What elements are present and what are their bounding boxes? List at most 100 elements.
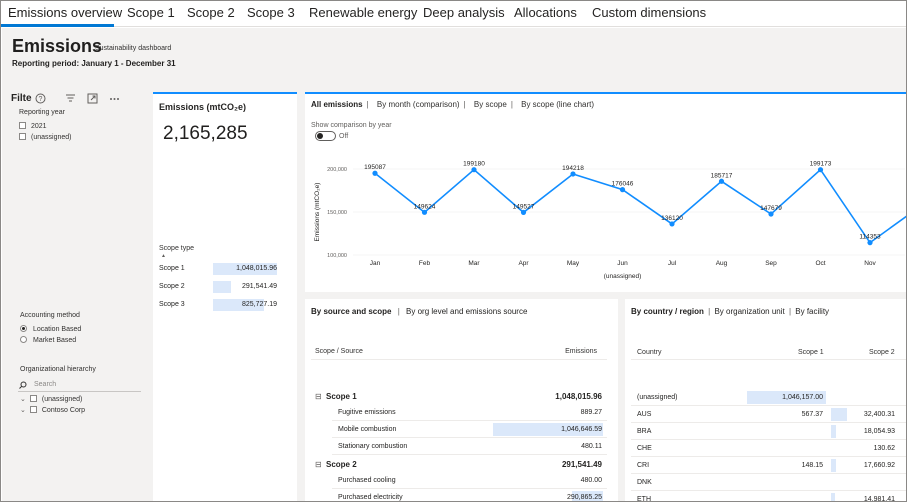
data-label: 195087 <box>364 164 386 171</box>
data-point[interactable] <box>421 209 428 215</box>
expand-icon[interactable] <box>87 93 98 106</box>
tab-emissions-overview[interactable]: Emissions overview <box>8 5 123 20</box>
checkbox[interactable] <box>29 395 37 402</box>
data-point[interactable] <box>570 171 576 177</box>
tab-by-facility[interactable]: By facility <box>795 307 830 316</box>
tab-by-country[interactable]: By country / region <box>631 307 704 316</box>
data-point[interactable] <box>372 170 378 176</box>
table-row[interactable]: BRA 18,054.93 <box>631 424 906 440</box>
tab-scope-2[interactable]: Scope 2 <box>187 5 235 20</box>
data-point[interactable] <box>817 167 824 173</box>
scope-bar <box>213 281 231 293</box>
tab-by-source-scope[interactable]: By source and scope <box>311 307 392 316</box>
table-row[interactable]: Mobile combustion 1,046,646.59 <box>311 422 607 438</box>
col-country[interactable]: Country <box>637 349 662 356</box>
checkbox[interactable] <box>29 406 37 413</box>
scope-row[interactable]: Scope 2 291,541.49 <box>159 281 277 293</box>
table-row[interactable]: DNK <box>631 475 906 491</box>
data-point[interactable] <box>718 178 725 184</box>
help-icon[interactable]: ? <box>35 93 46 106</box>
table-row[interactable]: Fugitive emissions 889.27 <box>311 405 607 421</box>
tab-custom-dimensions[interactable]: Custom dimensions <box>592 5 707 20</box>
col-scope-2[interactable]: Scope 2 <box>869 349 895 356</box>
accounting-option-location[interactable]: Location Based <box>20 325 81 333</box>
data-point[interactable] <box>520 209 527 216</box>
col-scope-1[interactable]: Scope 1 <box>798 349 824 356</box>
data-label: 194218 <box>562 165 584 172</box>
more-options-icon[interactable] <box>109 93 120 106</box>
page-subtitle: Sustainability dashboard <box>95 45 172 52</box>
tab-all-emissions[interactable]: All emissions <box>311 100 363 109</box>
scope1-cell: 567.37 <box>801 411 823 418</box>
checkbox[interactable] <box>19 122 26 129</box>
year-option-unassigned[interactable]: (unassigned) <box>19 133 71 141</box>
accounting-option-market[interactable]: Market Based <box>20 336 76 344</box>
scope-bar <box>213 263 277 275</box>
scope2-cell: 17,660.92 <box>863 462 895 469</box>
table-row[interactable]: CHE 130.62 <box>631 441 906 457</box>
scope-value: 1,048,015.96 <box>236 265 277 272</box>
filter-icon[interactable] <box>65 93 76 106</box>
scope-row[interactable]: Scope 1 1,048,015.96 <box>159 263 277 275</box>
tab-by-org-unit[interactable]: By organization unit <box>714 307 785 316</box>
tab-by-month[interactable]: By month (comparison) <box>376 100 460 109</box>
toggle-state: Off <box>339 133 349 140</box>
data-point[interactable] <box>471 167 477 173</box>
data-label: 149624 <box>414 203 436 210</box>
row-divider <box>631 490 906 491</box>
table-row[interactable]: AUS 567.37 32,400.31 <box>631 407 906 423</box>
col-emissions[interactable]: Emissions <box>565 348 597 355</box>
active-tab-indicator <box>1 24 114 27</box>
tab-by-scope-line[interactable]: By scope (line chart) <box>521 100 595 109</box>
table-row[interactable]: Purchased electricity 290,865.25 <box>311 490 607 501</box>
tab-scope-3[interactable]: Scope 3 <box>247 5 295 20</box>
svg-text:?: ? <box>39 96 43 103</box>
table-row[interactable]: ETH 14,981.41 <box>631 492 906 501</box>
chevron-down-icon[interactable]: ⌄ <box>20 407 26 414</box>
comparison-toggle[interactable] <box>315 131 336 141</box>
search-icon <box>19 381 27 389</box>
radio[interactable] <box>20 336 27 343</box>
country-cell: AUS <box>637 411 652 418</box>
x-tick-label: Jan <box>370 260 381 267</box>
accounting-method-label: Accounting method <box>20 312 80 319</box>
emissions-value: 480.00 <box>580 477 602 484</box>
sort-icon[interactable]: ▲ <box>161 253 166 259</box>
table-row[interactable]: Purchased cooling 480.00 <box>311 473 607 489</box>
year-option-2021[interactable]: 2021 <box>19 122 47 130</box>
table-row[interactable]: Stationary combustion 480.11 <box>311 439 607 455</box>
collapse-icon[interactable]: ⊟ <box>315 392 322 401</box>
data-point[interactable] <box>867 240 873 246</box>
data-label: 114353 <box>859 234 881 241</box>
org-item-unassigned[interactable]: ⌄ (unassigned) <box>20 395 83 403</box>
chevron-down-icon[interactable]: ⌄ <box>20 396 26 403</box>
col-scope-source[interactable]: Scope / Source <box>315 348 363 355</box>
scope1-bar <box>747 391 826 404</box>
row-divider <box>332 488 607 489</box>
table-group-row[interactable]: ⊟ Scope 2 291,541.49 <box>311 456 607 471</box>
tab-renewable-energy[interactable]: Renewable energy <box>309 5 418 20</box>
tab-deep-analysis[interactable]: Deep analysis <box>423 5 505 20</box>
tab-by-org-level[interactable]: By org level and emissions source <box>406 307 528 316</box>
row-divider <box>631 473 906 474</box>
scope-row[interactable]: Scope 3 825,727.19 <box>159 299 277 311</box>
collapse-icon[interactable]: ⊟ <box>315 460 322 469</box>
data-point[interactable] <box>669 221 675 227</box>
table-row[interactable]: CRI 148.15 17,660.92 <box>631 458 906 474</box>
table-row[interactable]: (unassigned) 1,046,157.00 <box>631 390 906 406</box>
scope2-cell: 32,400.31 <box>863 411 895 418</box>
kpi-card: Emissions (mtCO₂e) 2,165,285 Scope type … <box>153 92 297 501</box>
org-search-input[interactable]: Search <box>18 379 141 392</box>
tab-allocations[interactable]: Allocations <box>514 5 577 20</box>
data-point[interactable] <box>619 187 626 193</box>
org-item-contoso[interactable]: ⌄ Contoso Corp <box>20 406 86 414</box>
table-group-row[interactable]: ⊟ Scope 1 1,048,015.96 <box>311 388 607 403</box>
scope-label: Scope 1 <box>159 265 185 272</box>
checkbox[interactable] <box>19 133 26 140</box>
tab-scope-1[interactable]: Scope 1 <box>127 5 175 20</box>
tab-by-scope[interactable]: By scope <box>473 100 507 109</box>
scope-type-header[interactable]: Scope type <box>159 245 195 252</box>
radio-selected[interactable] <box>20 325 27 332</box>
data-point[interactable] <box>768 211 774 217</box>
data-label: 199180 <box>463 161 485 168</box>
